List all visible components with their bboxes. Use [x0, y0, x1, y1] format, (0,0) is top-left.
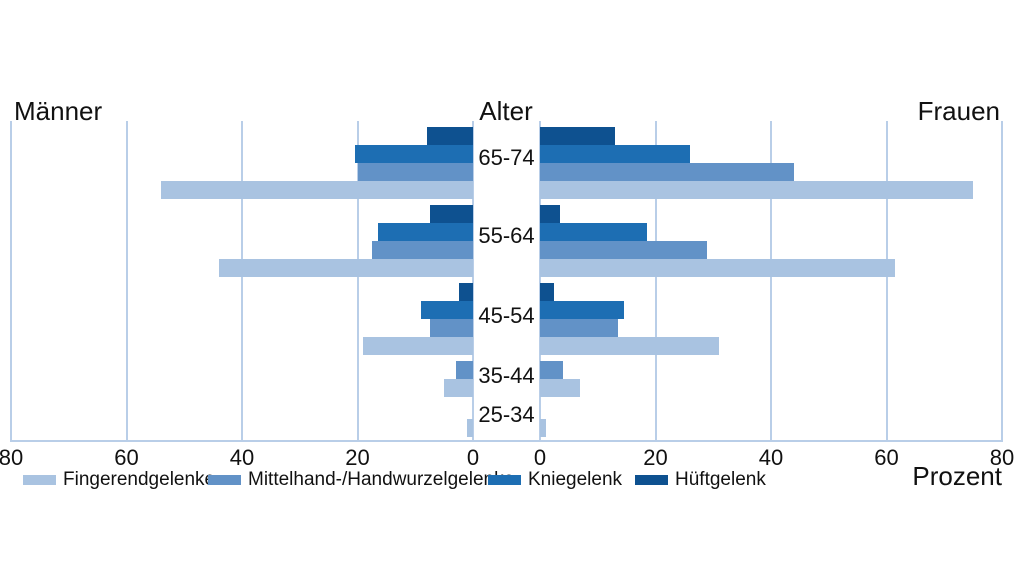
legend-item-Hüftgelenk: Hüftgelenk	[635, 469, 766, 490]
bar-maenner-Kniegelenk-65-74	[354, 145, 473, 163]
bar-frauen-Fingerendgelenke-35-44	[540, 379, 581, 397]
right-group-title: Frauen	[917, 96, 1000, 126]
gridline	[654, 121, 657, 441]
bar-frauen-Kniegelenk-55-64	[540, 223, 647, 241]
gridline	[125, 121, 128, 441]
bar-maenner-Fingerendgelenke-65-74	[161, 181, 473, 199]
legend-label-Kniegelenk: Kniegelenk	[528, 469, 623, 490]
bar-frauen-Fingerendgelenke-55-64	[540, 259, 896, 277]
bar-maenner-Hüftgelenk-65-74	[426, 127, 473, 145]
gridline	[472, 121, 474, 441]
bar-maenner-Hüftgelenk-45-54	[458, 283, 473, 301]
x-tick-right-80: 80	[989, 445, 1015, 470]
bar-maenner-Fingerendgelenke-45-54	[363, 337, 473, 355]
age-label-45-54: 45-54	[478, 303, 535, 328]
legend-label-Mittelhand-/Handwurzelgelenke: Mittelhand-/Handwurzelgelenke	[248, 469, 515, 490]
gridline	[356, 121, 359, 441]
x-tick-right-60: 60	[874, 445, 899, 470]
bar-frauen-Fingerendgelenke-65-74	[540, 181, 974, 199]
legend-item-Mittelhand-/Handwurzelgelenke: Mittelhand-/Handwurzelgelenke	[208, 469, 515, 490]
bar-maenner-Mittelhand-/Handwurzelgelenke-65-74	[357, 163, 473, 181]
x-tick-left-20: 20	[345, 445, 370, 470]
gridline	[539, 121, 541, 441]
x-axis-unit-label: Prozent	[912, 461, 1002, 491]
gridline	[1001, 121, 1003, 441]
legend-item-Fingerendgelenke: Fingerendgelenke	[23, 469, 216, 490]
bar-maenner-Fingerendgelenke-25-34	[467, 419, 473, 437]
age-label-55-64: 55-64	[478, 223, 535, 248]
x-tick-left-0: 0	[466, 445, 480, 470]
bar-maenner-Kniegelenk-45-54	[421, 301, 473, 319]
bar-maenner-Fingerendgelenke-55-64	[218, 259, 473, 277]
center-axis-title: Alter	[479, 96, 533, 126]
gridline	[770, 121, 772, 441]
age-label-65-74: 65-74	[478, 145, 535, 170]
gridline	[885, 121, 888, 441]
gridline	[241, 121, 243, 441]
x-tick-left-40: 40	[229, 445, 255, 470]
legend-item-Kniegelenk: Kniegelenk	[488, 469, 623, 490]
legend-swatch-Hüftgelenk	[635, 475, 668, 485]
bar-frauen-Kniegelenk-45-54	[540, 301, 624, 319]
bar-maenner-Kniegelenk-55-64	[377, 223, 473, 241]
legend-swatch-Kniegelenk	[488, 475, 521, 485]
bar-frauen-Mittelhand-/Handwurzelgelenke-65-74	[540, 163, 795, 181]
bar-frauen-Hüftgelenk-45-54	[540, 283, 555, 301]
left-group-title: Männer	[14, 96, 103, 126]
x-tick-left-80: 80	[0, 445, 24, 470]
bar-maenner-Mittelhand-/Handwurzelgelenke-55-64	[371, 241, 473, 259]
legend-label-Fingerendgelenke: Fingerendgelenke	[63, 469, 216, 490]
x-tick-left-60: 60	[114, 445, 139, 470]
legend-label-Hüftgelenk: Hüftgelenk	[675, 469, 766, 490]
bar-frauen-Hüftgelenk-65-74	[540, 127, 616, 145]
x-axis-line	[10, 440, 1003, 442]
bar-frauen-Fingerendgelenke-45-54	[540, 337, 720, 355]
bar-frauen-Hüftgelenk-55-64	[540, 205, 561, 223]
legend-swatch-Fingerendgelenke	[23, 475, 56, 485]
bar-frauen-Fingerendgelenke-25-34	[540, 419, 546, 437]
bar-maenner-Hüftgelenk-55-64	[429, 205, 473, 223]
age-label-25-34: 25-34	[478, 402, 535, 427]
bar-frauen-Mittelhand-/Handwurzelgelenke-35-44	[540, 361, 564, 379]
x-tick-right-20: 20	[643, 445, 668, 470]
x-tick-right-40: 40	[758, 445, 784, 470]
bar-maenner-Fingerendgelenke-35-44	[444, 379, 473, 397]
x-tick-right-0: 0	[533, 445, 547, 470]
legend-swatch-Mittelhand-/Handwurzelgelenke	[208, 475, 241, 485]
bar-frauen-Mittelhand-/Handwurzelgelenke-45-54	[540, 319, 618, 337]
bar-frauen-Mittelhand-/Handwurzelgelenke-55-64	[540, 241, 708, 259]
bar-frauen-Kniegelenk-65-74	[540, 145, 691, 163]
age-label-35-44: 35-44	[478, 363, 535, 388]
gridline	[10, 121, 12, 441]
bar-maenner-Mittelhand-/Handwurzelgelenke-35-44	[455, 361, 473, 379]
bar-maenner-Mittelhand-/Handwurzelgelenke-45-54	[429, 319, 473, 337]
